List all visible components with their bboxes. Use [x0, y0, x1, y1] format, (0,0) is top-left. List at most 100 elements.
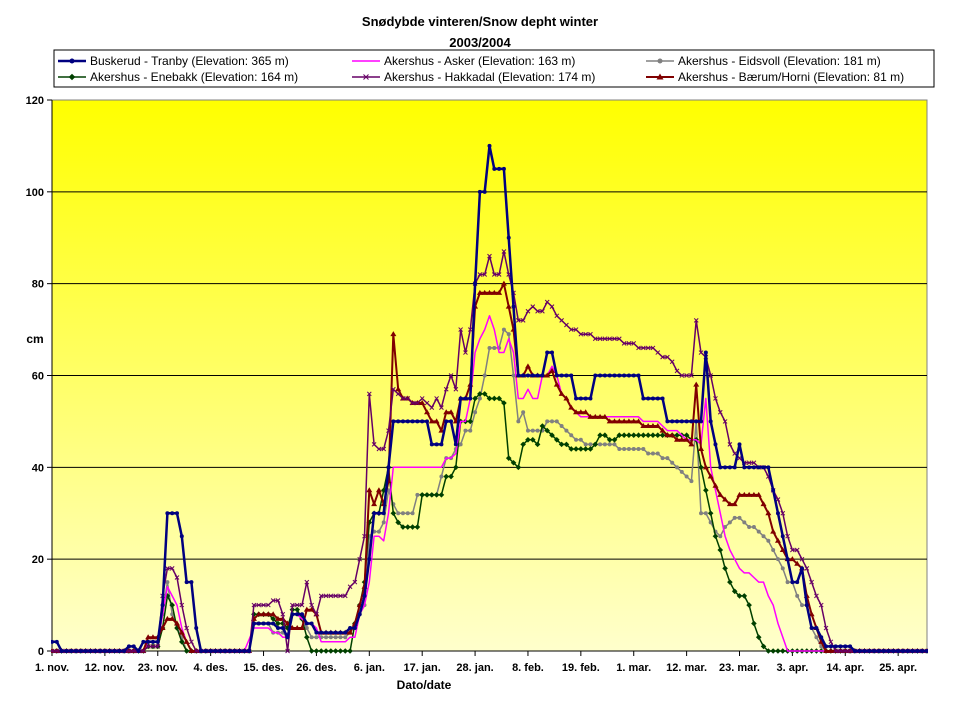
- data-point: [886, 649, 891, 653]
- data-point: [770, 648, 776, 654]
- data-point: [737, 515, 742, 520]
- data-point: [390, 331, 397, 337]
- data-point: [294, 606, 300, 613]
- data-point: [833, 648, 839, 654]
- data-point: [622, 446, 627, 451]
- data-point: [640, 432, 647, 438]
- data-point: [717, 491, 724, 497]
- data-point: [731, 588, 738, 595]
- data-point: [650, 396, 655, 401]
- data-point: [660, 456, 665, 461]
- data-point: [698, 350, 704, 355]
- data-point: [150, 644, 156, 649]
- data-point: [371, 442, 377, 447]
- x-tick-label: 3. apr.: [776, 662, 808, 674]
- chart-subtitle: 2003/2004: [449, 35, 511, 50]
- data-point: [486, 289, 493, 295]
- data-point: [545, 350, 550, 355]
- data-point: [665, 456, 670, 461]
- data-point: [146, 639, 151, 644]
- data-point: [838, 648, 843, 654]
- data-point: [165, 565, 170, 571]
- data-point: [698, 445, 705, 451]
- x-tick-label: 28. jan.: [456, 662, 493, 674]
- data-point: [458, 396, 463, 401]
- data-point: [443, 386, 449, 392]
- data-point: [640, 345, 646, 351]
- data-point: [434, 396, 439, 401]
- data-point: [881, 649, 886, 653]
- data-point: [549, 304, 555, 309]
- data-point: [727, 465, 732, 470]
- data-point: [688, 441, 695, 447]
- data-point: [213, 649, 218, 653]
- data-point: [699, 511, 704, 516]
- data-point: [731, 501, 738, 507]
- legend-label: Akershus - Enebakk (Elevation: 164 m): [90, 70, 298, 84]
- data-point: [463, 350, 468, 355]
- data-point: [343, 630, 348, 635]
- data-point: [477, 391, 483, 397]
- data-point: [747, 525, 752, 530]
- data-point: [649, 423, 656, 429]
- data-point: [843, 644, 848, 649]
- data-point: [800, 566, 804, 571]
- data-point: [390, 510, 397, 517]
- data-point: [179, 534, 184, 539]
- data-point: [694, 419, 699, 424]
- data-point: [540, 308, 545, 314]
- data-point: [308, 606, 315, 612]
- data-point: [324, 630, 329, 635]
- data-point: [131, 644, 136, 649]
- data-point: [439, 442, 444, 447]
- data-point: [896, 649, 901, 653]
- data-point: [550, 419, 554, 424]
- data-point: [366, 391, 372, 397]
- data-point: [328, 630, 333, 635]
- data-point: [641, 396, 646, 401]
- data-point: [583, 331, 589, 337]
- data-point: [323, 648, 329, 654]
- y-tick-label: 20: [32, 554, 44, 566]
- data-point: [51, 648, 55, 654]
- data-point: [501, 400, 507, 406]
- data-point: [366, 487, 373, 493]
- data-point: [707, 510, 714, 517]
- data-point: [453, 442, 458, 447]
- data-point: [299, 625, 305, 631]
- data-point: [774, 537, 781, 543]
- data-point: [274, 615, 281, 621]
- data-point: [405, 511, 410, 516]
- data-point: [505, 455, 512, 461]
- data-point: [657, 58, 663, 64]
- data-point: [255, 611, 262, 617]
- data-point: [530, 428, 535, 433]
- data-point: [736, 491, 743, 497]
- data-point: [650, 432, 656, 438]
- data-point: [606, 436, 613, 443]
- data-point: [463, 396, 468, 401]
- data-point: [270, 611, 277, 617]
- data-point: [659, 432, 666, 438]
- data-point: [164, 615, 171, 621]
- data-point: [616, 432, 623, 438]
- legend-item: Akershus - Hakkadal (Elevation: 174 m): [352, 70, 595, 84]
- data-point: [405, 396, 411, 401]
- series-1: [51, 143, 928, 653]
- data-point: [799, 556, 805, 562]
- data-point: [308, 648, 315, 654]
- data-point: [626, 446, 631, 451]
- data-point: [742, 465, 747, 470]
- data-point: [424, 492, 430, 498]
- data-point: [266, 621, 271, 626]
- data-point: [363, 74, 369, 80]
- data-point: [631, 341, 637, 346]
- data-point: [779, 546, 786, 552]
- data-point: [794, 547, 800, 553]
- data-point: [410, 400, 415, 406]
- data-point: [395, 519, 401, 526]
- data-point: [352, 626, 357, 631]
- data-point: [789, 556, 796, 562]
- data-point: [381, 511, 386, 516]
- data-point: [303, 606, 310, 612]
